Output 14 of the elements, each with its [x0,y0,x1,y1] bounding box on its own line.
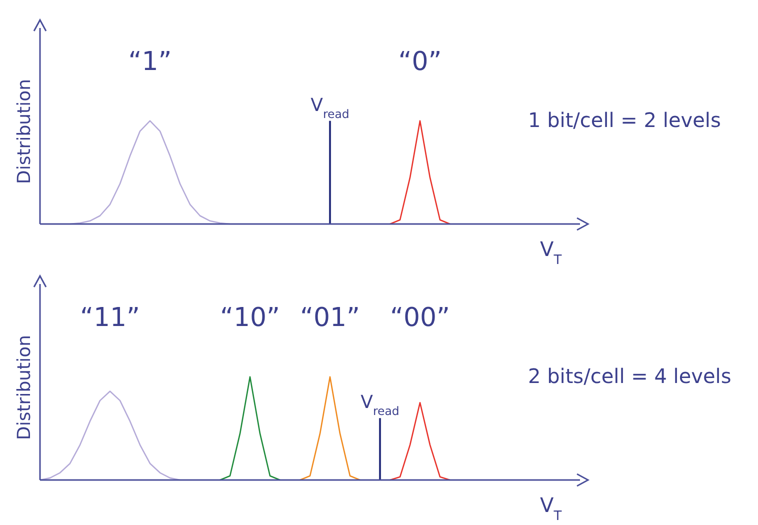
x-axis-title: V$_{T}$ [540,237,562,268]
annotation: 1 bit/cell = 2 levels [528,108,721,132]
y-axis-title: Distribution [14,334,35,440]
text: “10” [220,303,280,333]
annotation: 2 bits/cell = 4 levels [528,364,732,388]
text: V$_{read}$ [310,94,350,121]
text: “01” [300,303,360,333]
annotation: V$_{read}$ [360,392,400,418]
y-axis-title: Distribution [14,78,35,184]
series-label: “1” [128,47,172,77]
series-label: “0” [398,47,442,77]
x-axis-title: V$_{T}$ [540,493,562,524]
text: “00” [390,303,450,333]
text: “11” [80,303,140,333]
